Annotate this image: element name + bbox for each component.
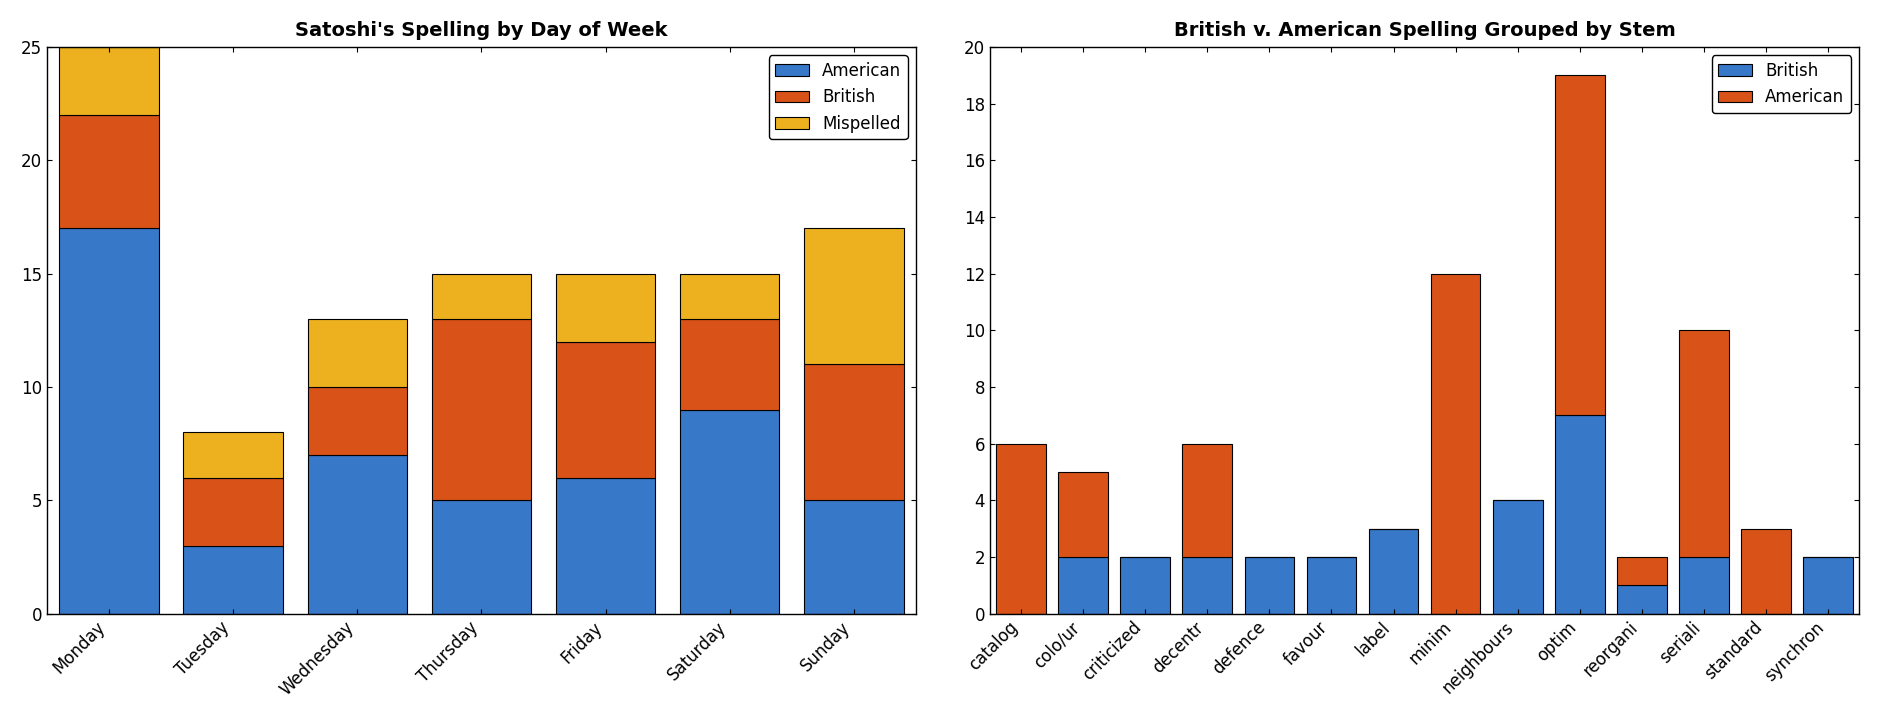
Bar bbox=[184, 546, 282, 613]
Bar bbox=[805, 228, 904, 364]
Bar bbox=[1555, 76, 1606, 415]
Bar bbox=[60, 47, 158, 115]
Title: Satoshi's Spelling by Day of Week: Satoshi's Spelling by Day of Week bbox=[295, 21, 667, 40]
Bar bbox=[805, 364, 904, 500]
Bar bbox=[805, 500, 904, 613]
Bar bbox=[1245, 557, 1293, 613]
Bar bbox=[1617, 557, 1668, 585]
Bar bbox=[681, 319, 780, 410]
Title: British v. American Spelling Grouped by Stem: British v. American Spelling Grouped by … bbox=[1173, 21, 1675, 40]
Bar bbox=[1803, 557, 1854, 613]
Bar bbox=[1679, 557, 1730, 613]
Bar bbox=[1493, 500, 1542, 613]
Bar bbox=[432, 500, 530, 613]
Bar bbox=[996, 444, 1045, 613]
Bar bbox=[308, 387, 406, 455]
Bar bbox=[1120, 557, 1169, 613]
Bar bbox=[556, 477, 656, 613]
Bar bbox=[60, 228, 158, 613]
Bar bbox=[1307, 557, 1355, 613]
Bar bbox=[184, 432, 282, 477]
Bar bbox=[432, 319, 530, 500]
Legend: American, British, Mispelled: American, British, Mispelled bbox=[769, 55, 908, 139]
Bar bbox=[556, 341, 656, 477]
Bar bbox=[1369, 528, 1418, 613]
Bar bbox=[1183, 557, 1231, 613]
Bar bbox=[1555, 415, 1606, 613]
Bar bbox=[308, 319, 406, 387]
Bar bbox=[1058, 472, 1107, 557]
Bar bbox=[1617, 585, 1668, 613]
Legend: British, American: British, American bbox=[1711, 55, 1850, 113]
Bar bbox=[184, 477, 282, 546]
Bar bbox=[681, 410, 780, 613]
Bar bbox=[1679, 330, 1730, 557]
Bar bbox=[308, 455, 406, 613]
Bar bbox=[1741, 528, 1792, 613]
Bar bbox=[556, 274, 656, 341]
Bar bbox=[1183, 444, 1231, 557]
Bar bbox=[1058, 557, 1107, 613]
Bar bbox=[681, 274, 780, 319]
Bar bbox=[1431, 274, 1480, 613]
Bar bbox=[432, 274, 530, 319]
Bar bbox=[60, 115, 158, 228]
